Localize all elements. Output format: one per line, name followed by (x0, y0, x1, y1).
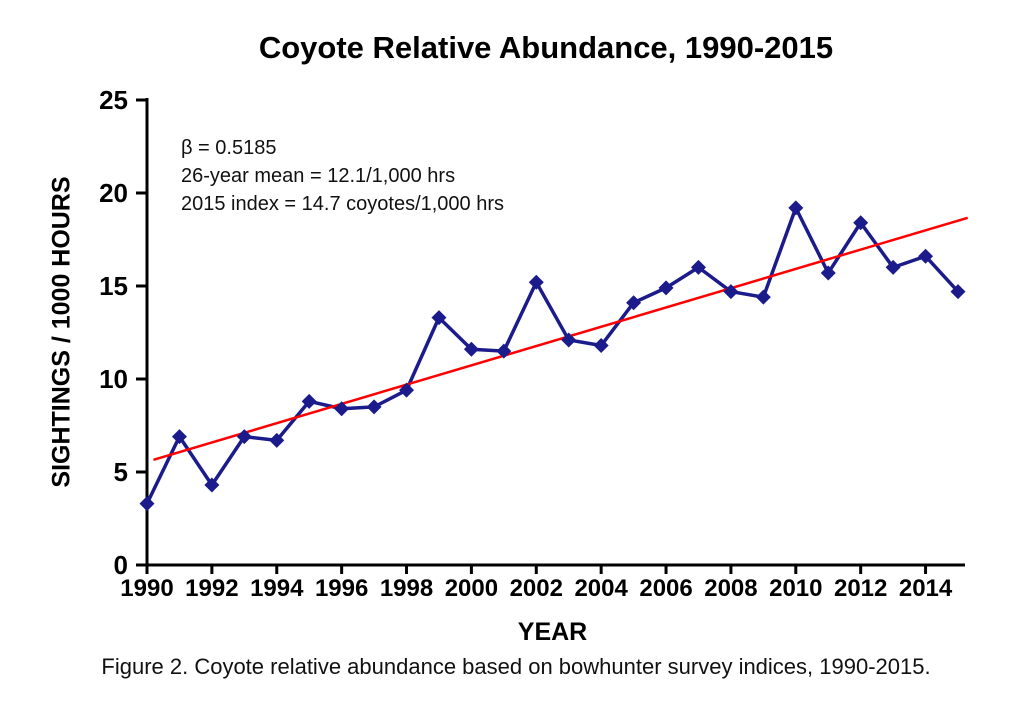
svg-text:2012: 2012 (834, 575, 887, 602)
annotation-mean: 26-year mean = 12.1/1,000 hrs (181, 165, 456, 187)
svg-text:2010: 2010 (769, 575, 822, 602)
svg-text:20: 20 (99, 178, 128, 208)
svg-text:0: 0 (114, 550, 128, 580)
annotation-beta: β = 0.5185 (181, 137, 277, 159)
svg-text:2008: 2008 (704, 575, 757, 602)
figure-caption: Figure 2. Coyote relative abundance base… (101, 654, 931, 679)
svg-text:2002: 2002 (510, 575, 563, 602)
svg-text:2000: 2000 (445, 575, 498, 602)
svg-text:10: 10 (99, 364, 128, 394)
svg-text:1998: 1998 (380, 575, 433, 602)
svg-text:25: 25 (99, 85, 128, 115)
svg-text:2006: 2006 (639, 575, 692, 602)
svg-text:5: 5 (114, 457, 128, 487)
svg-text:2004: 2004 (574, 575, 628, 602)
chart-annotations: β = 0.5185 26-year mean = 12.1/1,000 hrs… (181, 134, 504, 218)
chart-title: Coyote Relative Abundance, 1990-2015 (258, 30, 834, 65)
svg-text:2014: 2014 (899, 575, 953, 602)
svg-text:1996: 1996 (315, 575, 368, 602)
annotation-index: 2015 index = 14.7 coyotes/1,000 hrs (181, 193, 505, 215)
svg-text:1992: 1992 (185, 575, 238, 602)
x-axis-label: YEAR (517, 618, 588, 646)
y-axis-label: SIGHTINGS / 1000 HOURS (47, 176, 76, 488)
chart-canvas: 0 5 10 15 20 25 1990 1992 1994 1996 1998 2000 2002 20… (99, 85, 969, 602)
svg-text:1990: 1990 (120, 575, 173, 602)
svg-text:1994: 1994 (250, 575, 304, 602)
svg-text:15: 15 (99, 271, 128, 301)
